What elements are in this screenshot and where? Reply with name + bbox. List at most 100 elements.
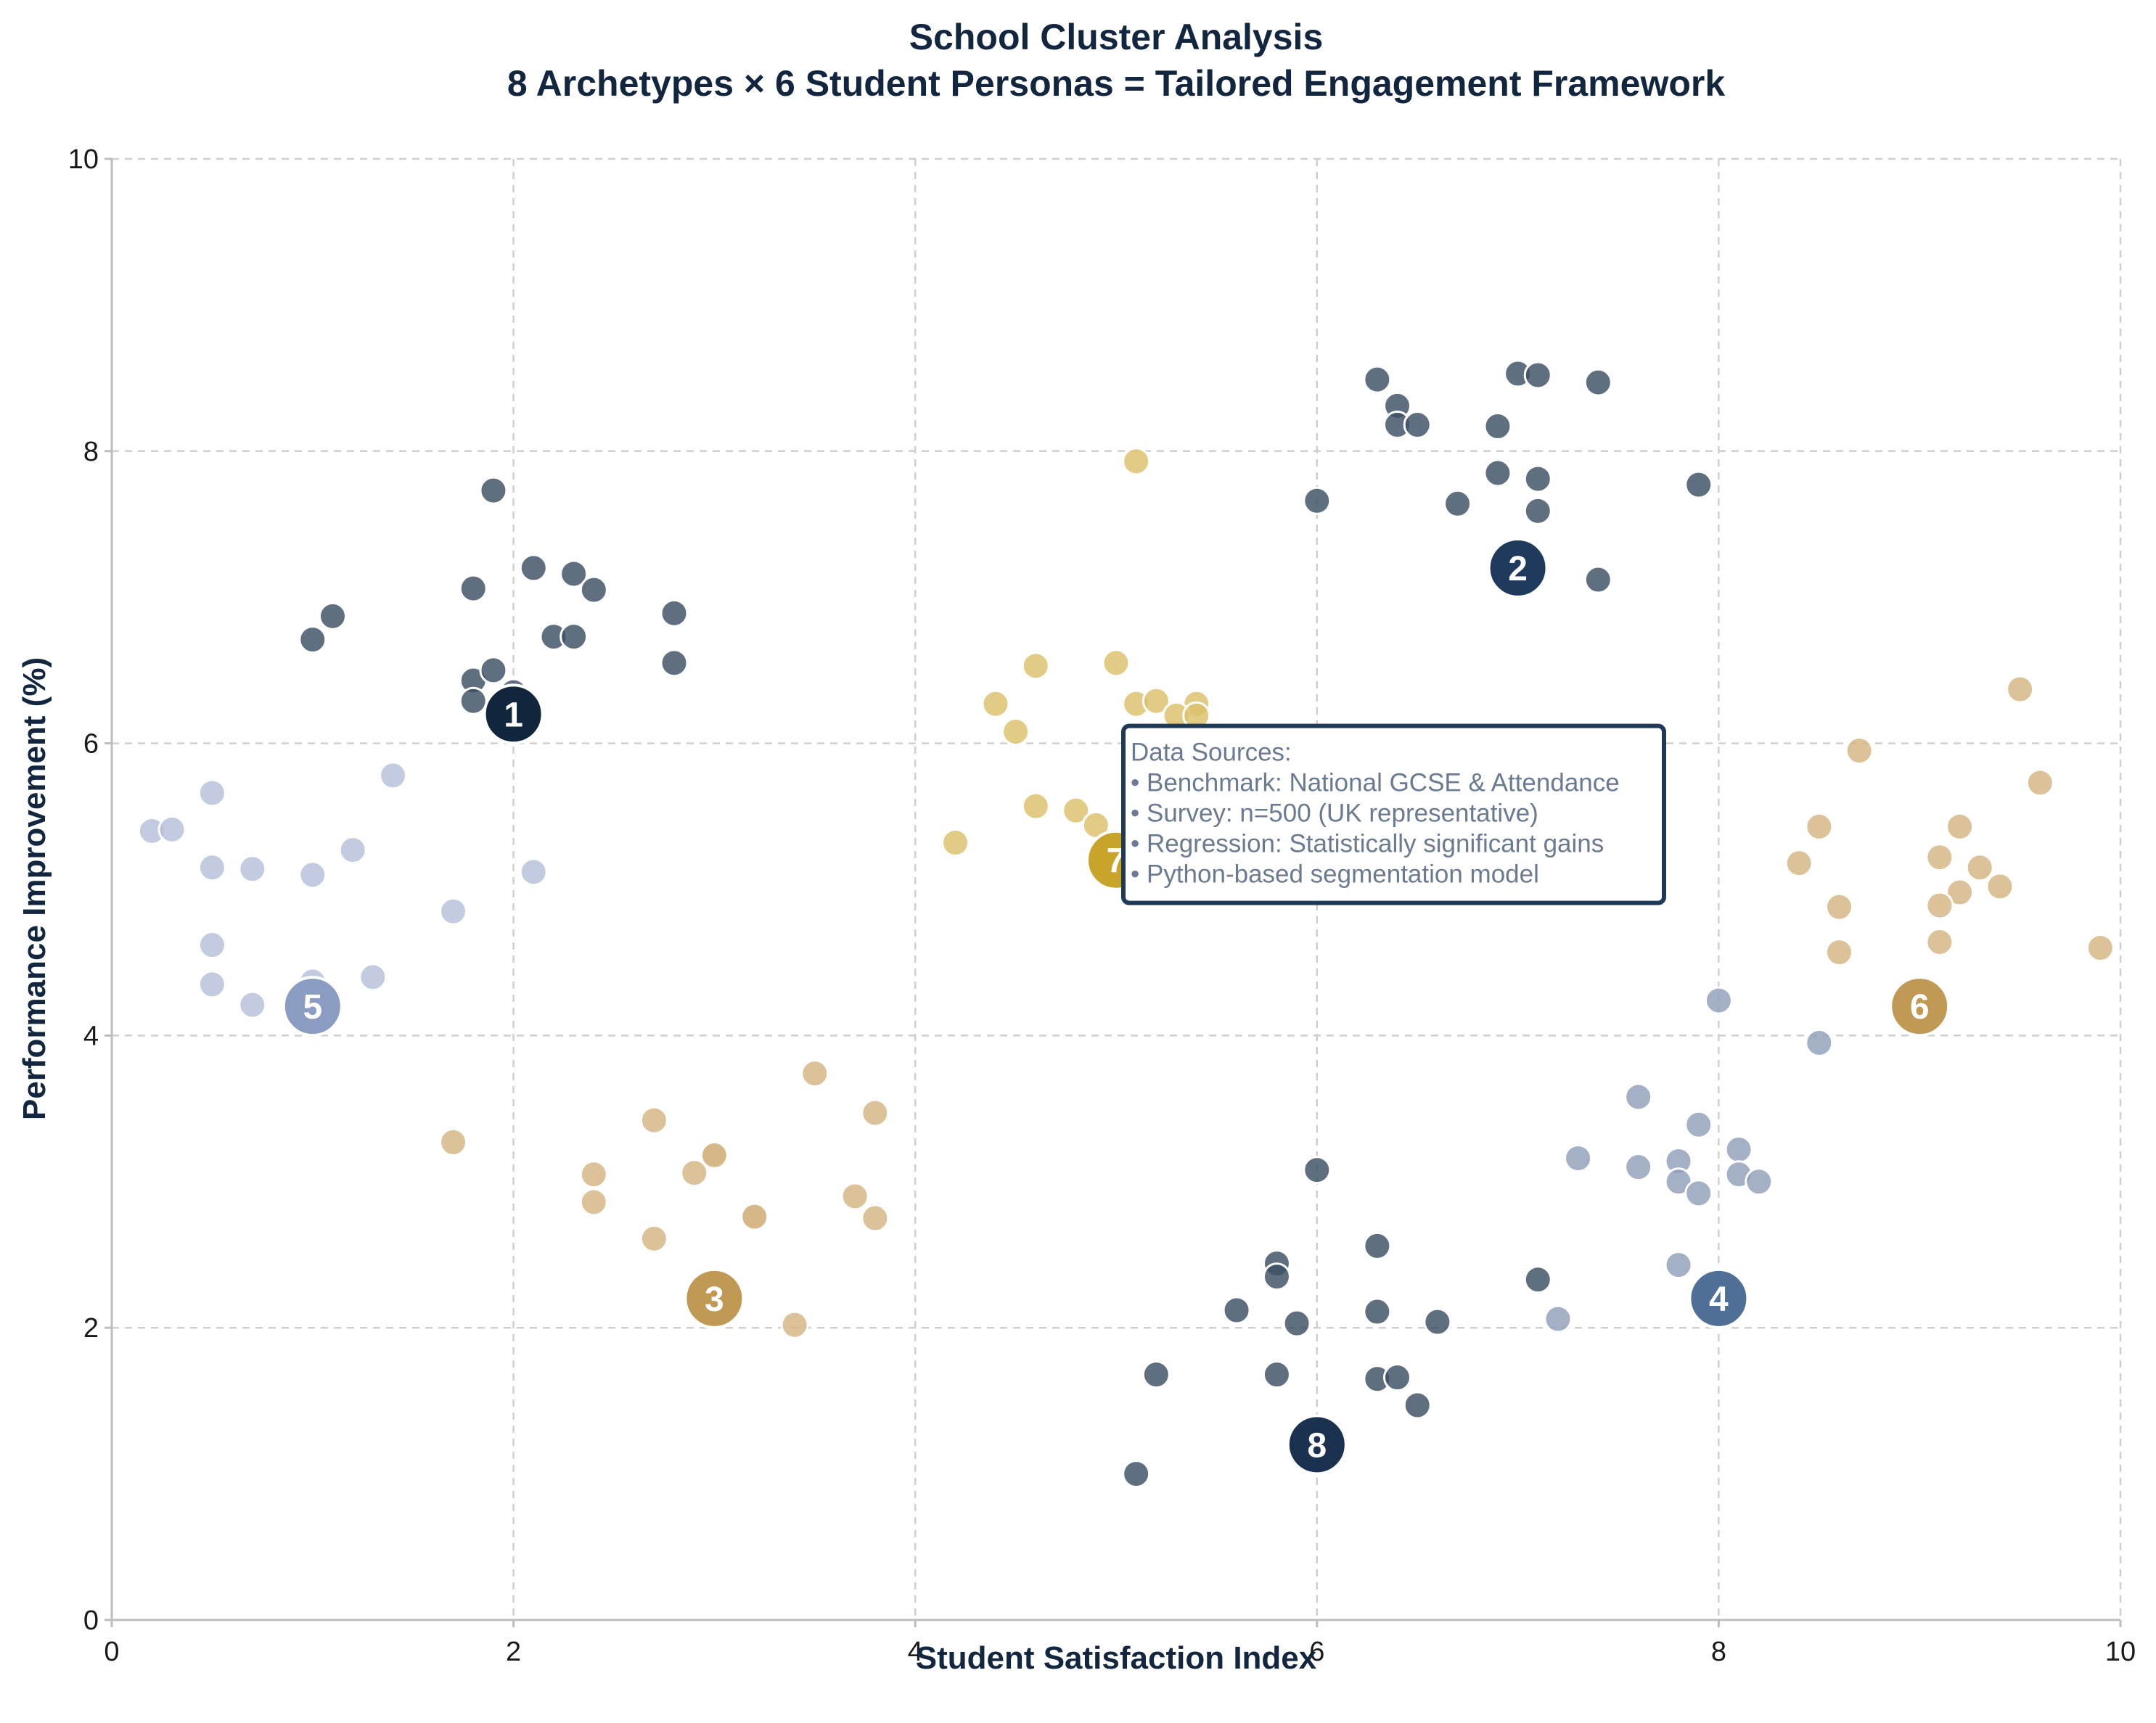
cluster-8-point-4 [1222,1296,1251,1325]
cluster-5-point-3 [197,853,226,882]
cluster-4-point-5 [1564,1144,1593,1173]
cluster-2-point-6 [1583,368,1612,397]
y-tick-label-5: 10 [68,144,99,175]
y-tick-label-3: 6 [83,729,99,760]
y-tick-label-2: 4 [83,1021,99,1051]
cluster-3-label: 3 [705,1280,724,1319]
cluster-6-label: 6 [1910,988,1930,1027]
cluster-8-point-10 [1262,1360,1291,1389]
cluster-2-point-12 [1523,496,1552,525]
cluster-8-point-6 [1363,1297,1392,1326]
cluster-1-centroid [483,683,544,745]
tick-labels: 0 2 4 6 8 10 0 2 4 6 8 10 [68,144,2136,1667]
cluster-2-point-8 [1303,486,1332,515]
cluster-2-point-9 [1443,489,1472,518]
annotation-line-0: Data Sources: [1131,739,1292,767]
cluster-2-point-7 [1483,412,1512,441]
cluster-4-centroid [1688,1267,1750,1329]
cluster-1-point-6 [579,575,608,604]
cluster-6-point-10 [1824,892,1853,921]
cluster-7-point-13 [941,828,970,858]
cluster-8-point-0 [1303,1156,1332,1185]
cluster-3-point-3 [639,1106,668,1135]
cluster-7-point-0 [1122,447,1151,476]
cluster-8-label: 8 [1307,1426,1327,1465]
cluster-3-centroid [684,1267,745,1329]
x-tick-label-4: 8 [1711,1637,1726,1667]
cluster-2-point-0 [1363,365,1392,394]
cluster-4-point-3 [1684,1110,1713,1139]
data-sources-annotation: Data Sources:• Benchmark: National GCSE … [1121,723,1666,905]
cluster-5-point-10 [439,897,468,926]
cluster-2-label: 2 [1508,550,1528,588]
cluster-6-point-4 [1946,812,1975,841]
cluster-6-point-6 [1925,843,1954,872]
annotation-line-3: • Regression: Statistically significant … [1131,830,1604,858]
cluster-4-point-11 [1745,1167,1774,1196]
cluster-2-point-11 [1523,464,1552,493]
cluster-5-point-5 [298,860,327,889]
cluster-3-point-10 [800,1059,829,1088]
x-tick-label-3: 6 [1309,1637,1324,1667]
x-tick-label-0: 0 [104,1637,119,1667]
cluster-8-point-8 [1523,1265,1552,1294]
cluster-6-point-12 [1824,938,1853,967]
cluster-centroids: 123 45 678 [282,537,1951,1476]
cluster-3-point-13 [861,1204,890,1233]
y-tick-label-0: 0 [83,1605,99,1636]
cluster-6-point-14 [2086,934,2115,963]
cluster-1-point-12 [479,656,508,685]
cluster-6-point-11 [1925,891,1954,920]
x-tick-label-2: 4 [908,1637,923,1667]
cluster-6-point-8 [1946,878,1975,907]
grid-lines [112,157,2122,1620]
cluster-5-point-7 [379,761,408,790]
cluster-1-point-7 [660,599,689,628]
annotation-line-1: • Benchmark: National GCSE & Attendance [1131,769,1620,797]
cluster-3-point-0 [439,1127,468,1156]
cluster-1-point-11 [459,686,488,715]
x-tick-label-5: 10 [2105,1637,2136,1667]
cluster-8-centroid [1286,1414,1348,1476]
cluster-5-point-11 [197,970,226,999]
cluster-6-point-3 [1805,812,1834,841]
cluster-1-point-1 [318,601,347,630]
cluster-2-centroid [1487,537,1549,599]
cluster-7-point-3 [981,689,1010,718]
cluster-5-point-2 [197,778,226,807]
cluster-1-point-3 [459,574,488,603]
cluster-4-label: 4 [1709,1280,1729,1319]
data-points [137,359,2115,1489]
annotation-line-4: • Python-based segmentation model [1131,860,1539,889]
cluster-3-point-2 [579,1188,608,1217]
annotation-line-2: • Survey: n=500 (UK representative) [1131,799,1538,828]
cluster-5-point-4 [238,855,267,884]
annotation-frame [1121,723,1666,905]
cluster-8-point-5 [1282,1309,1311,1338]
cluster-5-point-12 [238,990,267,1019]
cluster-5-point-1 [157,815,187,844]
cluster-3-point-14 [780,1310,809,1339]
cluster-3-point-1 [579,1160,608,1189]
cluster-3-point-9 [639,1224,668,1253]
cluster-8-point-14 [1122,1460,1151,1489]
cluster-6-point-1 [2006,675,2035,704]
cluster-3-point-6 [700,1141,729,1170]
cluster-3-point-12 [840,1182,869,1211]
cluster-7-point-10 [1021,791,1050,821]
cluster-7-point-1 [1021,651,1050,680]
cluster-2-point-5 [1523,361,1552,390]
chart-subtitle: 8 Archetypes × 6 Student Personas = Tail… [507,63,1726,104]
cluster-4-point-0 [1704,986,1733,1015]
cluster-1-point-5 [560,559,589,588]
cluster-6-point-0 [1845,736,1874,765]
cluster-1-point-2 [298,625,327,654]
y-tick-label-1: 2 [83,1313,99,1344]
cluster-6-point-5 [1784,849,1813,878]
cluster-5-point-6 [338,836,367,865]
cluster-2-point-14 [1583,565,1612,594]
cluster-7-point-2 [1102,649,1131,678]
x-tick-label-1: 2 [506,1637,521,1667]
y-axis-label: Performance Improvement (%) [17,657,52,1120]
